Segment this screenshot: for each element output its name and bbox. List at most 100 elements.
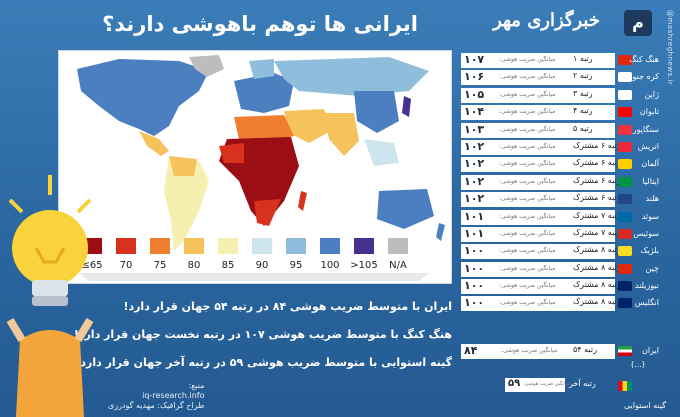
character-body (16, 330, 84, 417)
map-south-america (164, 156, 209, 251)
ranking-bar (461, 226, 615, 242)
bulb-filament (34, 247, 66, 264)
map-southern-africa (254, 199, 281, 226)
ranking-rank: رتبه ۳ (573, 88, 593, 98)
ranking-country: سنگاپور (632, 124, 659, 134)
iran-score: ۸۴ (464, 344, 478, 357)
country-flag-icon (618, 211, 632, 222)
ranking-country: تایوان (639, 107, 659, 117)
map-scandinavia (249, 59, 274, 79)
legend-label: >105 (350, 260, 378, 271)
ranking-row: ۱۰۰ میانگین ضریب هوشی: رتبه ۸ مشترک بلژیک (461, 244, 659, 260)
guinea-country: گینه استوایی (624, 401, 667, 410)
ranking-country: اتریش (637, 141, 659, 151)
bulb-base-lower (32, 296, 68, 306)
ranking-score: ۱۰۲ (464, 192, 485, 206)
ranking-score: ۱۰۶ (464, 70, 485, 84)
ranking-country: سوئد (641, 211, 659, 221)
ranking-score-label: میانگین ضریب هوشی: (499, 90, 556, 98)
statement-guinea: گینه استوایی با متوسط ضریب هوشی ۵۹ در رت… (75, 356, 452, 369)
ranking-row: ۱۰۷ میانگین ضریب هوشی: رتبه ۱ هنگ کنگ (461, 53, 659, 68)
ranking-row: ۱۰۱ میانگین ضریب هوشی: رتبه ۷ مشترک سوئد (461, 209, 659, 225)
ranking-score-label: میانگین ضریب هوشی: (499, 108, 556, 116)
map-australia (377, 189, 434, 229)
legend-swatch (116, 238, 136, 254)
ranking-country: سوئیس (633, 228, 659, 238)
map-central-america (139, 131, 169, 156)
guinea-ranking-row: ۵۹ میانگین ضریب هوشی: (505, 378, 570, 392)
legend-swatch (252, 238, 272, 254)
legend-label: 90 (255, 260, 269, 271)
ranking-rank: رتبه ۸ مشترک (573, 245, 621, 255)
world-map-graphic (77, 55, 445, 281)
guinea-score-label: میانگین ضریب هوشی: (523, 381, 570, 387)
ranking-score-label: میانگین ضریب هوشی: (499, 142, 556, 150)
ranking-rank: رتبه ۵ (573, 123, 593, 133)
ranking-score-label: میانگین ضریب هوشی: (499, 160, 556, 168)
ranking-row: ۱۰۴ میانگین ضریب هوشی: رتبه ۴ تایوان (461, 105, 659, 121)
character-arm-right (74, 317, 94, 343)
ranking-rank: رتبه ۴ (573, 106, 593, 116)
ranking-score: ۱۰۰ (464, 244, 485, 258)
source-credit: منبع: iq-research.info طراح گرافیک: مهدی… (108, 381, 205, 411)
ranking-row: ۱۰۰ میانگین ضریب هوشی: رتبه ۸ مشترک انگلیس (461, 296, 659, 312)
map-japan (402, 96, 411, 117)
ranking-bar (461, 139, 615, 155)
map-north-america (77, 59, 209, 136)
legend-swatch (286, 238, 306, 254)
ranking-row: ۱۰۲ میانگین ضریب هوشی: رتبه ۶ مشترک اتریش (461, 139, 659, 155)
ranking-bar (461, 70, 615, 86)
logo-text: خبرگزاری مهر (493, 10, 600, 31)
ranking-bar (461, 122, 615, 138)
ranking-country: کره جنوبی (623, 72, 659, 82)
ranking-row: ۱۰۲ میانگین ضریب هوشی: رتبه ۶ مشترک آلمان (461, 157, 659, 173)
ranking-bar (461, 174, 615, 190)
country-flag-icon (618, 72, 632, 83)
ranking-row: ۱۰۶ میانگین ضریب هوشی: رتبه ۲ کره جنوبی (461, 70, 659, 86)
ranking-country: هنگ کنگ (629, 55, 659, 64)
map-west-africa (219, 143, 244, 163)
legend-label: 85 (221, 260, 235, 271)
ranking-score-label: میانگین ضریب هوشی: (499, 282, 556, 290)
mehr-icon: م (624, 10, 652, 36)
ranking-bar (461, 87, 615, 103)
ranking-rank: رتبه ۱ (573, 54, 593, 63)
ranking-country: چین (645, 263, 659, 273)
legend-swatch (150, 238, 170, 254)
mehr-logo: خبرگزاری مهر م (470, 4, 652, 48)
ranking-bar (461, 192, 615, 208)
page-title: ایرانی ها توهم باهوشی دارند؟ (102, 12, 418, 36)
ranking-rank: رتبه ۷ مشترک (573, 210, 621, 220)
map-southeast-asia (364, 139, 399, 166)
ranking-score-label: میانگین ضریب هوشی: (499, 229, 556, 237)
ranking-country: انگلیس (634, 298, 659, 308)
ranking-row: ۱۰۱ میانگین ضریب هوشی: رتبه ۷ مشترک سوئیس (461, 226, 659, 242)
source-label: منبع: (188, 381, 205, 390)
legend-label: 95 (289, 260, 303, 271)
map-north-africa (234, 115, 294, 143)
ranking-score: ۱۰۱ (464, 209, 485, 223)
country-flag-icon (618, 159, 632, 170)
legend-swatch (320, 238, 340, 254)
ranking-score: ۱۰۰ (464, 261, 485, 275)
ranking-bar (461, 53, 615, 68)
ranking-country: ژاپن (644, 89, 659, 99)
country-flag-icon (618, 107, 632, 118)
legend-label: ≤65 (81, 260, 103, 271)
legend-label: 70 (119, 260, 133, 271)
ranking-bar (461, 279, 615, 295)
country-flag-icon (618, 55, 632, 65)
country-flag-icon (618, 246, 632, 257)
legend-swatch (354, 238, 374, 254)
ranking-row: ۱۰۵ میانگین ضریب هوشی: رتبه ۳ ژاپن (461, 87, 659, 103)
ellipsis: (...) (631, 360, 645, 369)
ranking-country: بلژیک (640, 246, 659, 256)
bulb-glass (12, 210, 88, 286)
country-flag-icon (618, 228, 632, 239)
country-flag-icon (618, 176, 632, 187)
ranking-score: ۱۰۳ (464, 122, 485, 136)
ranking-score-label: میانگین ضریب هوشی: (499, 195, 556, 203)
statement-iran: ایران با متوسط ضریب هوشی ۸۴ در رتبه ۵۴ ج… (123, 300, 452, 313)
map-legend: ≤65 70 75 80 85 90 95 100 >105 N/A (80, 238, 452, 278)
ranking-bar (461, 296, 615, 312)
